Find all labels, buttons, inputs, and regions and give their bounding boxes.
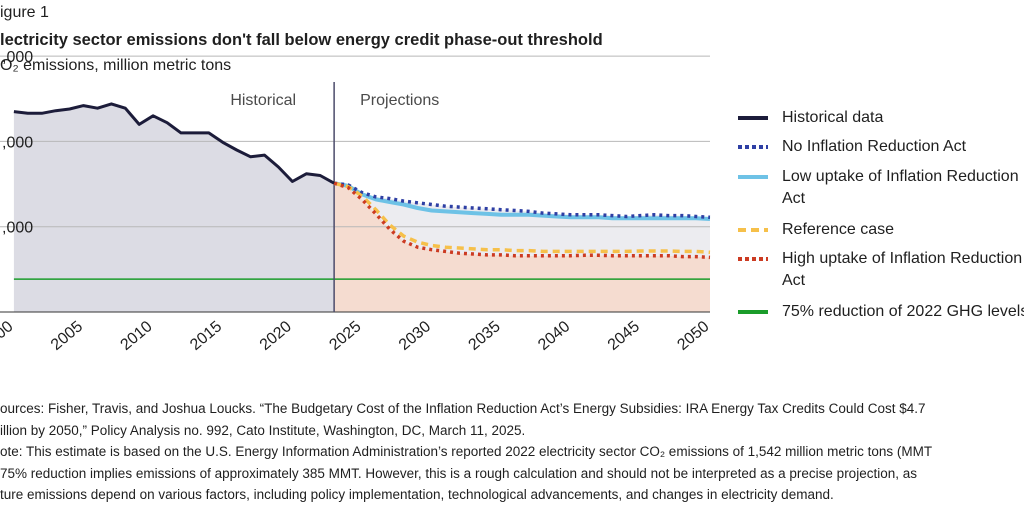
chart-title: lectricity sector emissions don't fall b…: [0, 31, 603, 49]
x-tick-label-2010: 2010: [118, 318, 156, 354]
x-tick-label-2005: 2005: [48, 318, 86, 354]
chart-notes: ources: Fisher, Travis, and Joshua Louck…: [0, 398, 1024, 506]
legend-label-threshold: 75% reduction of 2022 GHG levels: [782, 303, 1024, 320]
y-tick-label-3000: ,000: [2, 49, 33, 66]
x-tick-label-2015: 2015: [187, 318, 225, 354]
legend-swatch-low-uptake: [738, 175, 768, 179]
series-line-no-ira: [333, 181, 711, 220]
sources-note: ources: Fisher, Travis, and Joshua Louck…: [0, 401, 926, 438]
series-line-low-uptake: [333, 181, 711, 221]
chart-legend: Historical data No Inflation Reduction A…: [738, 0, 1024, 350]
x-tick-label-2045: 2045: [605, 318, 643, 354]
section-label-historical: Historical: [230, 92, 296, 109]
projection-range-band: [334, 183, 710, 258]
legend-swatch-threshold: [738, 310, 768, 314]
x-tick-label-2025: 2025: [326, 318, 364, 354]
legend-swatch-high-uptake: [738, 257, 768, 261]
series-line-high-uptake: [333, 181, 711, 260]
figure-label: igure 1: [0, 4, 49, 21]
legend-label-reference: Reference case: [782, 221, 895, 238]
section-label-projections: Projections: [360, 92, 439, 109]
x-tick-label-2050: 2050: [674, 318, 712, 354]
series-line-historical: [13, 102, 335, 185]
emissions-chart: ,000 ,000 ,000 Historical Projections 2000 200…: [0, 49, 713, 354]
legend-label-historical: Historical data: [782, 109, 884, 126]
historical-area-fill: [13, 103, 335, 313]
legend-label-low-uptake: Low uptake of Inflation Reduction Act: [782, 168, 1019, 207]
x-tick-label-2020: 2020: [257, 318, 295, 354]
legend-swatch-historical: [738, 116, 768, 120]
x-tick-label-2030: 2030: [396, 318, 434, 354]
x-tick-label-2040: 2040: [535, 318, 573, 354]
series-line-reference: [333, 181, 711, 255]
x-tick-label-2000: 2000: [0, 318, 17, 354]
legend-swatch-reference: [738, 228, 768, 232]
y-axis-units: O₂ emissions, million metric tons: [0, 57, 232, 74]
legend-label-no-ira: No Inflation Reduction Act: [782, 138, 967, 155]
legend-label-high-uptake: High uptake of Inflation Reduction Act: [782, 250, 1023, 289]
x-tick-label-2035: 2035: [466, 318, 504, 354]
y-tick-label-1000: ,000: [2, 220, 33, 237]
methodology-note: ote: This estimate is based on the U.S. …: [0, 444, 933, 502]
legend-swatch-no-ira: [738, 145, 768, 149]
y-tick-label-2000: ,000: [2, 134, 33, 151]
